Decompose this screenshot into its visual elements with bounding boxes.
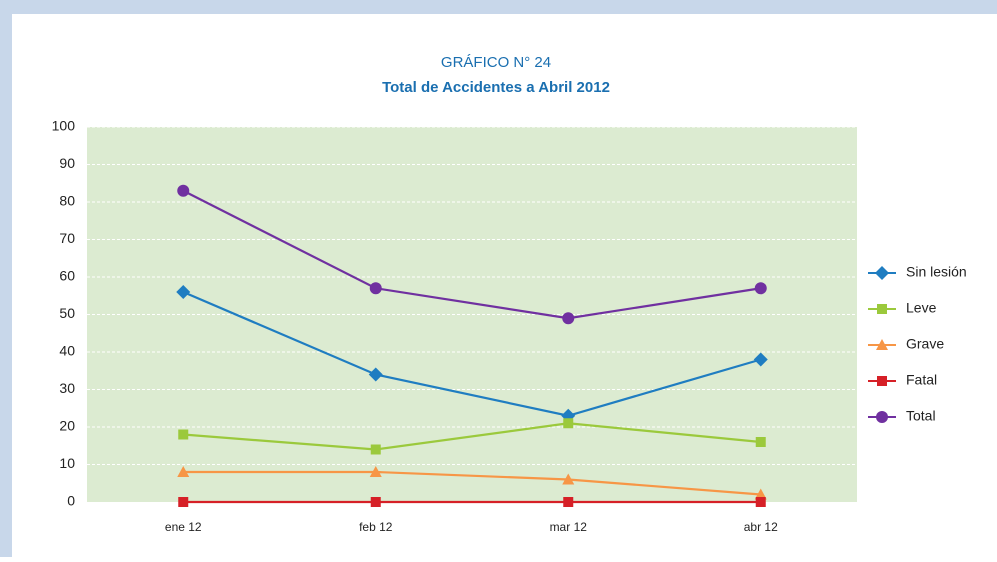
series-line bbox=[183, 422, 761, 451]
data-point bbox=[177, 466, 190, 477]
legend-label: Grave bbox=[906, 336, 944, 352]
data-point bbox=[178, 497, 189, 507]
data-point bbox=[178, 429, 189, 440]
legend-label: Sin lesión bbox=[906, 264, 967, 280]
data-point bbox=[176, 285, 191, 299]
y-tick-label: 20 bbox=[59, 418, 75, 434]
y-tick-label: 10 bbox=[59, 455, 75, 471]
data-point bbox=[563, 497, 574, 507]
series-line bbox=[183, 470, 761, 496]
series-line bbox=[182, 189, 761, 320]
data-point bbox=[370, 497, 381, 507]
y-tick-label: 90 bbox=[59, 155, 75, 171]
data-point bbox=[755, 437, 766, 447]
data-point bbox=[563, 418, 574, 429]
y-tick-label: 60 bbox=[59, 268, 75, 284]
legend-marker bbox=[876, 339, 888, 350]
y-tick-label: 70 bbox=[59, 230, 75, 246]
data-point bbox=[754, 488, 767, 500]
data-point bbox=[753, 352, 768, 367]
x-tick-label: ene 12 bbox=[165, 520, 202, 534]
chart-title: GRÁFICO N° 24 bbox=[441, 54, 551, 71]
data-point bbox=[177, 184, 190, 197]
data-point bbox=[368, 367, 383, 382]
legend-label: Total bbox=[906, 408, 936, 424]
legend-marker bbox=[875, 266, 889, 280]
chart-subtitle: Total de Accidentes a Abril 2012 bbox=[382, 79, 610, 96]
y-tick-label: 40 bbox=[59, 343, 75, 359]
y-tick-label: 80 bbox=[59, 193, 75, 209]
data-point bbox=[562, 312, 575, 325]
x-tick-label: mar 12 bbox=[550, 520, 588, 534]
data-point bbox=[562, 473, 575, 485]
data-point bbox=[754, 282, 767, 295]
legend-marker bbox=[877, 376, 887, 386]
x-tick-label: feb 12 bbox=[359, 520, 393, 534]
y-tick-label: 0 bbox=[67, 493, 75, 509]
x-tick-label: abr 12 bbox=[744, 520, 778, 534]
legend-label: Leve bbox=[906, 300, 937, 316]
data-point bbox=[369, 282, 382, 295]
data-point bbox=[369, 466, 382, 477]
legend-marker bbox=[876, 411, 888, 423]
legend-marker bbox=[877, 304, 887, 314]
y-tick-label: 100 bbox=[52, 118, 76, 134]
data-point bbox=[755, 497, 766, 507]
legend-label: Fatal bbox=[906, 372, 937, 388]
data-point bbox=[370, 444, 381, 455]
series-line bbox=[182, 290, 762, 417]
y-tick-label: 30 bbox=[59, 380, 75, 396]
y-tick-label: 50 bbox=[59, 305, 75, 321]
